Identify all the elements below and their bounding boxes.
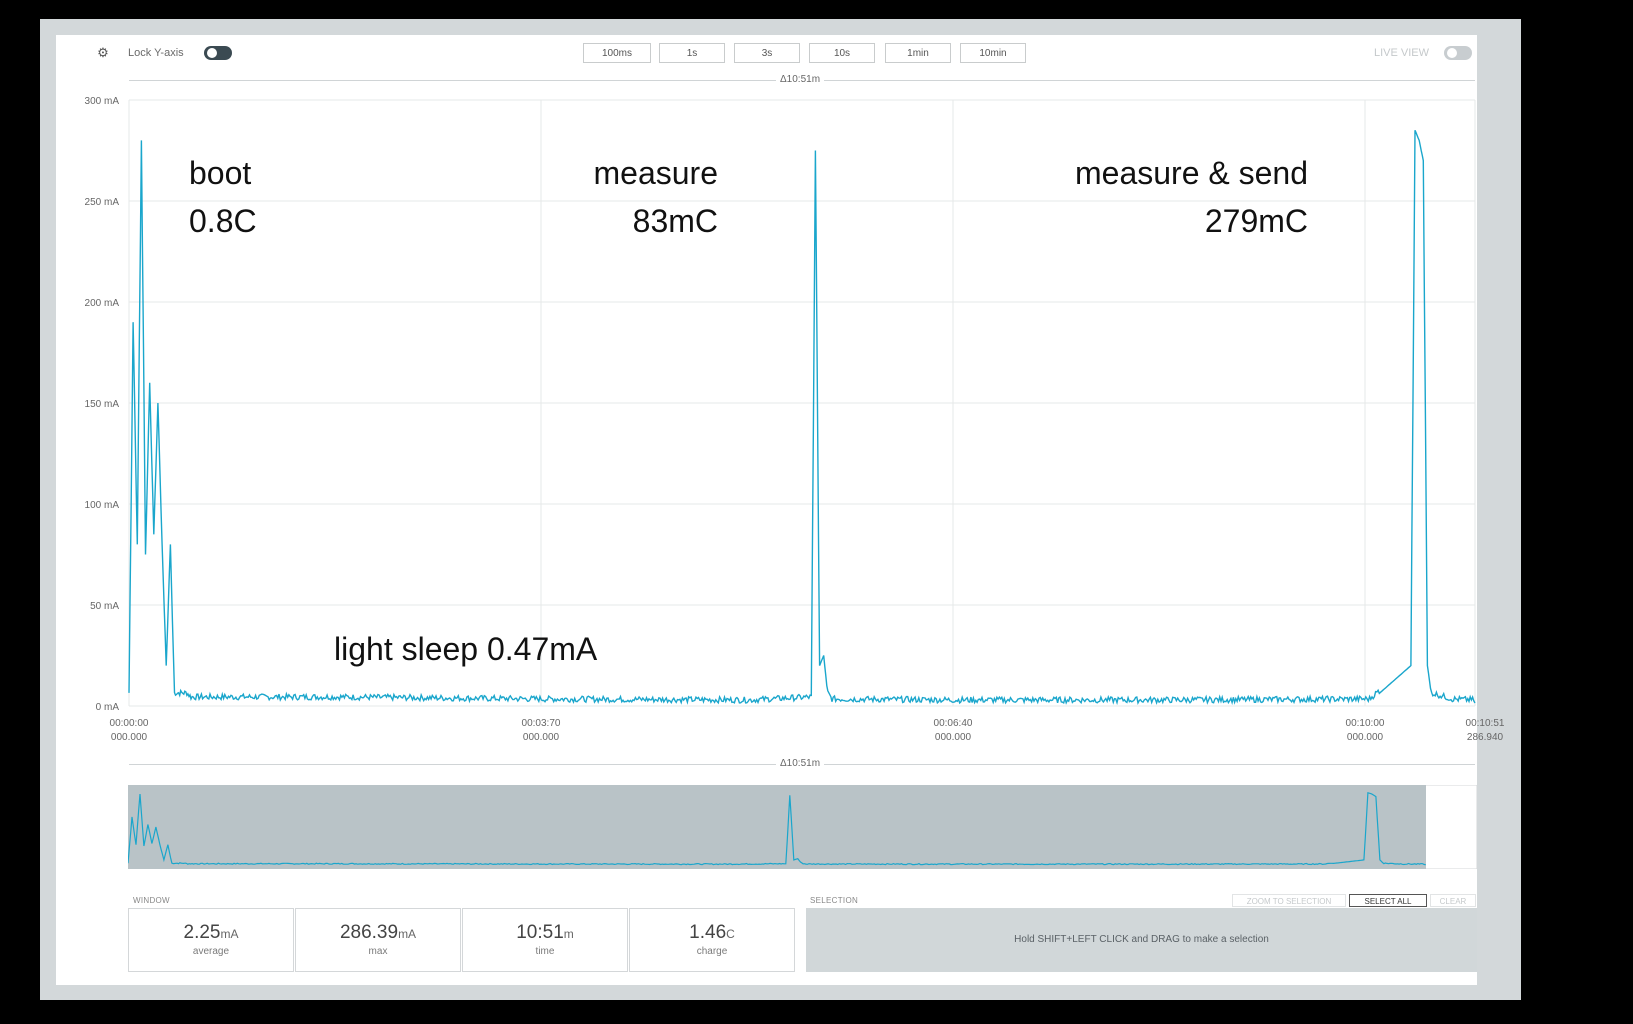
y-tick-label: 250 mA bbox=[85, 197, 120, 208]
chart-grid bbox=[128, 99, 1476, 707]
overview-window-highlight[interactable] bbox=[128, 785, 1426, 869]
selection-hint: Hold SHIFT+LEFT CLICK and DRAG to make a… bbox=[1014, 934, 1269, 945]
x-tick-time: 00:03:70 bbox=[522, 718, 561, 729]
live-view-label: LIVE VIEW bbox=[1374, 47, 1430, 59]
x-tick-ms: 000.000 bbox=[111, 732, 148, 743]
current-trace-line bbox=[128, 130, 1476, 706]
stat-max-label: max bbox=[368, 946, 388, 957]
gear-icon[interactable]: ⚙ bbox=[97, 45, 109, 60]
overview-range-label: Δ10:51m bbox=[776, 758, 825, 770]
stat-charge-unit: C bbox=[726, 927, 735, 941]
boot-annotation-value: 0.8C bbox=[189, 203, 257, 239]
x-axis-ticks: 00:00:00 000.000 00:03:70 000.000 00:06:40 00… bbox=[110, 718, 1505, 743]
zoom-100ms-button[interactable]: 100ms bbox=[583, 43, 651, 63]
stat-average-value: 2.25 bbox=[183, 922, 221, 943]
clear-selection-button[interactable]: CLEAR bbox=[1430, 894, 1476, 907]
window-range-label: Δ10:51m bbox=[776, 74, 825, 86]
stat-time-value: 10:51 bbox=[516, 922, 564, 943]
live-view-toggle[interactable] bbox=[1444, 46, 1472, 60]
sleep-annotation: light sleep 0.47mA bbox=[334, 631, 598, 667]
x-tick-ms: 000.000 bbox=[523, 732, 560, 743]
stat-max: 286.39mA max bbox=[295, 908, 461, 972]
y-tick-label: 50 mA bbox=[90, 601, 119, 612]
stat-charge-label: charge bbox=[696, 946, 728, 957]
stat-charge-value: 1.46 bbox=[689, 922, 727, 943]
zoom-1s-button[interactable]: 1s bbox=[659, 43, 725, 63]
stat-time-unit: m bbox=[563, 927, 574, 941]
x-tick-time: 00:06:40 bbox=[934, 718, 973, 729]
overview-trace bbox=[128, 792, 1426, 866]
selection-section-title: SELECTION bbox=[810, 896, 859, 905]
y-tick-label: 150 mA bbox=[85, 399, 120, 410]
stat-average-label: average bbox=[192, 946, 230, 957]
boot-annotation-title: boot bbox=[189, 155, 251, 191]
stat-max-value: 286.39 bbox=[339, 922, 399, 943]
send-annotation-value: 279mC bbox=[1205, 203, 1308, 239]
current-trace bbox=[128, 130, 1476, 706]
overview-chart[interactable] bbox=[128, 785, 1477, 869]
select-all-button[interactable]: SELECT ALL bbox=[1349, 894, 1427, 907]
zoom-10s-button[interactable]: 10s bbox=[809, 43, 875, 63]
zoom-1min-button[interactable]: 1min bbox=[885, 43, 951, 63]
selection-area[interactable]: Hold SHIFT+LEFT CLICK and DRAG to make a… bbox=[806, 908, 1477, 972]
stat-charge: 1.46C charge bbox=[629, 908, 795, 972]
x-tick-ms: 286.940 bbox=[1467, 732, 1504, 743]
measure-annotation-value: 83mC bbox=[633, 203, 718, 239]
x-tick-ms: 000.000 bbox=[1347, 732, 1384, 743]
send-annotation-title: measure & send bbox=[1075, 155, 1308, 191]
stat-average-unit: mA bbox=[220, 927, 239, 941]
y-tick-label: 0 mA bbox=[96, 702, 120, 713]
stat-time: 10:51m time bbox=[462, 908, 628, 972]
lock-y-axis-label: Lock Y-axis bbox=[128, 47, 184, 59]
x-tick-time: 00:10:00 bbox=[1346, 718, 1385, 729]
stat-average: 2.25mA average bbox=[128, 908, 294, 972]
y-tick-label: 300 mA bbox=[85, 96, 120, 107]
zoom-to-selection-button[interactable]: ZOOM TO SELECTION bbox=[1232, 894, 1346, 907]
measure-annotation-title: measure bbox=[594, 155, 719, 191]
lock-y-axis-toggle[interactable] bbox=[204, 46, 232, 60]
y-axis-ticks: 300 mA 250 mA 200 mA 150 mA 100 mA 50 mA 0 mA bbox=[85, 96, 120, 713]
window-section-title: WINDOW bbox=[133, 896, 170, 905]
stat-time-label: time bbox=[535, 946, 555, 957]
y-tick-label: 200 mA bbox=[85, 298, 120, 309]
zoom-10min-button[interactable]: 10min bbox=[960, 43, 1026, 63]
x-tick-ms: 000.000 bbox=[935, 732, 972, 743]
x-tick-time: 00:10:51 bbox=[1466, 718, 1505, 729]
overview-trace-line bbox=[128, 792, 1426, 866]
x-tick-time: 00:00:00 bbox=[110, 718, 149, 729]
zoom-3s-button[interactable]: 3s bbox=[734, 43, 800, 63]
stat-max-unit: mA bbox=[398, 927, 417, 941]
y-tick-label: 100 mA bbox=[85, 500, 120, 511]
